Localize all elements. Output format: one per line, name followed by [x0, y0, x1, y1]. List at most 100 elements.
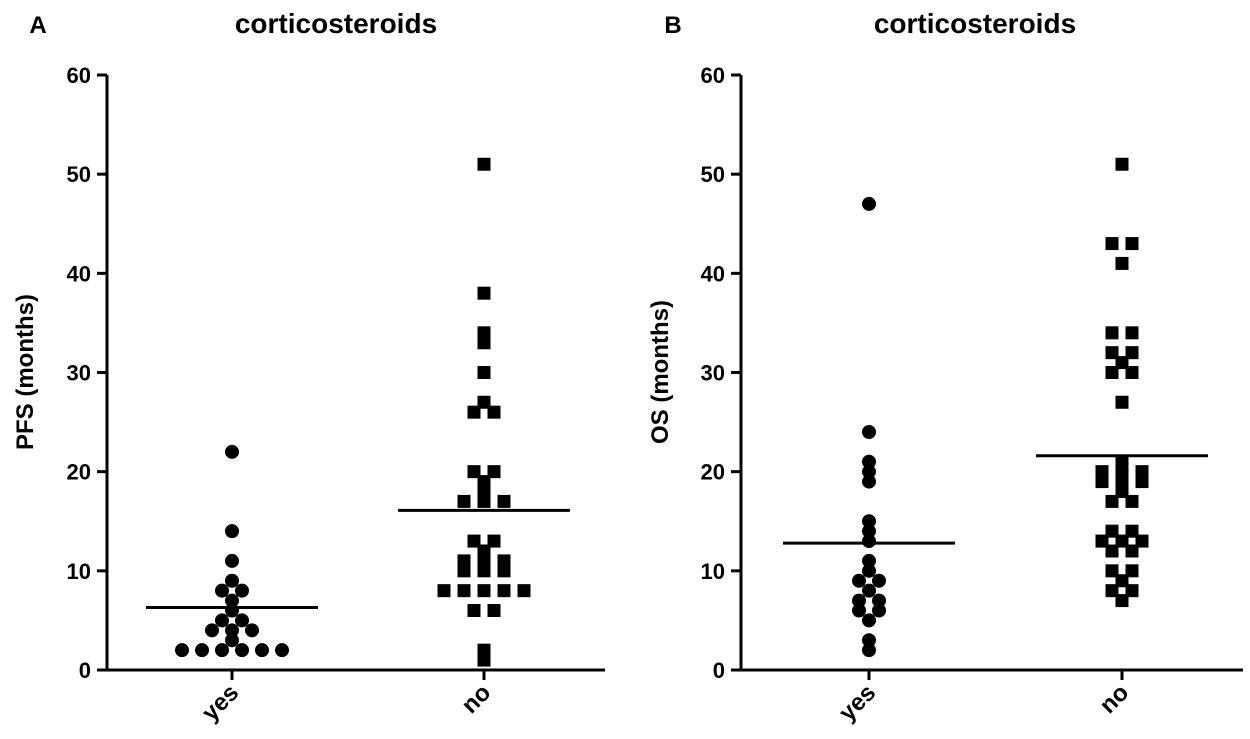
y-tick-label: 10	[67, 559, 91, 584]
data-point-square	[477, 336, 491, 350]
data-point-square	[1115, 157, 1129, 171]
data-point-square	[1095, 534, 1109, 548]
data-point-square	[497, 564, 511, 578]
data-point-square	[1125, 237, 1139, 251]
data-point-square	[1115, 534, 1129, 548]
data-point-circle	[872, 573, 886, 588]
data-point-square	[477, 584, 491, 598]
data-point-square	[467, 534, 481, 548]
data-point-circle	[862, 514, 876, 529]
data-point-circle	[255, 643, 269, 658]
data-point-square	[1125, 346, 1139, 360]
data-point-circle	[862, 534, 876, 549]
data-point-square	[467, 405, 481, 419]
y-axis-label: OS (months)	[647, 300, 674, 444]
data-point-square	[1125, 494, 1139, 508]
data-point-square	[1125, 326, 1139, 340]
data-point-circle	[862, 524, 876, 539]
data-points	[852, 157, 1149, 658]
mean-lines	[783, 454, 1208, 545]
data-point-square	[497, 494, 511, 508]
data-point-circle	[872, 603, 886, 618]
data-point-square	[1115, 574, 1129, 588]
data-point-circle	[872, 593, 886, 608]
data-point-square	[1135, 534, 1149, 548]
data-point-square	[1105, 544, 1119, 558]
y-tick-label: 30	[701, 361, 725, 386]
data-point-square	[457, 494, 471, 508]
data-point-square	[1135, 465, 1149, 479]
chart-title: corticosteroids	[874, 8, 1076, 39]
data-point-square	[1125, 564, 1139, 578]
x-categories: yes no	[197, 670, 496, 727]
data-point-circle	[862, 474, 876, 489]
data-point-circle	[225, 623, 239, 638]
data-point-square	[1105, 346, 1119, 360]
data-point-square	[1105, 584, 1119, 598]
y-tick-label: 20	[67, 460, 91, 485]
data-point-circle	[275, 643, 289, 658]
y-axis-label: PFS (months)	[12, 294, 39, 450]
data-point-square	[457, 554, 471, 568]
data-point-square	[1115, 594, 1129, 608]
data-point-square	[1105, 366, 1119, 379]
data-point-square	[457, 584, 471, 598]
data-point-circle	[225, 553, 239, 568]
y-tick-label: 0	[713, 658, 725, 683]
data-point-square	[477, 157, 491, 171]
data-point-circle	[205, 623, 219, 638]
data-point-circle	[862, 583, 876, 598]
data-point-circle	[235, 643, 249, 658]
data-point-circle	[215, 613, 229, 628]
data-point-square	[477, 564, 491, 578]
data-point-square	[497, 554, 511, 568]
y-tick-label: 40	[67, 261, 91, 286]
data-point-square	[487, 405, 501, 419]
y-ticks: 0 10 20 30 40 50 60	[701, 63, 741, 683]
data-point-circle	[235, 583, 249, 598]
data-point-square	[477, 475, 491, 489]
data-point-circle	[245, 623, 259, 638]
data-point-square	[1115, 455, 1129, 469]
data-point-square	[477, 326, 491, 340]
y-tick-label: 40	[701, 261, 725, 286]
data-point-square	[1115, 485, 1129, 498]
data-point-circle	[862, 553, 876, 568]
data-point-square	[1125, 524, 1139, 538]
y-tick-label: 60	[67, 63, 91, 88]
data-point-circle	[862, 454, 876, 469]
data-point-square	[1125, 544, 1139, 558]
data-point-circle	[862, 613, 876, 628]
data-point-circle	[862, 633, 876, 648]
data-point-circle	[852, 573, 866, 588]
data-point-square	[477, 485, 491, 498]
data-point-square	[1105, 494, 1119, 508]
panel-label: B	[664, 12, 681, 39]
data-point-square	[477, 653, 491, 667]
y-tick-label: 50	[67, 162, 91, 187]
data-point-square	[517, 584, 531, 598]
data-point-circle	[225, 573, 239, 588]
panel-b: B corticosteroids OS (months) 0 10 20 30 40 5…	[647, 8, 1243, 727]
y-tick-label: 20	[701, 460, 725, 485]
panel-a: A corticosteroids PFS (months) 0 10 20 30 40…	[12, 8, 605, 727]
data-point-square	[477, 643, 491, 657]
data-point-circle	[175, 643, 189, 658]
data-point-square	[1135, 475, 1149, 489]
data-point-square	[1105, 326, 1119, 340]
data-point-circle	[852, 593, 866, 608]
data-point-square	[1105, 237, 1119, 251]
data-point-circle	[225, 633, 239, 648]
data-point-square	[477, 395, 491, 409]
panel-label: A	[29, 12, 46, 39]
data-point-square	[1105, 524, 1119, 538]
data-point-circle	[862, 196, 876, 211]
data-point-square	[1125, 584, 1139, 598]
data-point-circle	[225, 524, 239, 539]
data-point-square	[497, 584, 511, 598]
y-ticks: 0 10 20 30 40 50 60	[67, 63, 107, 683]
x-category-label: yes	[834, 679, 881, 726]
chart-title: corticosteroids	[235, 8, 437, 39]
data-points	[175, 157, 531, 667]
